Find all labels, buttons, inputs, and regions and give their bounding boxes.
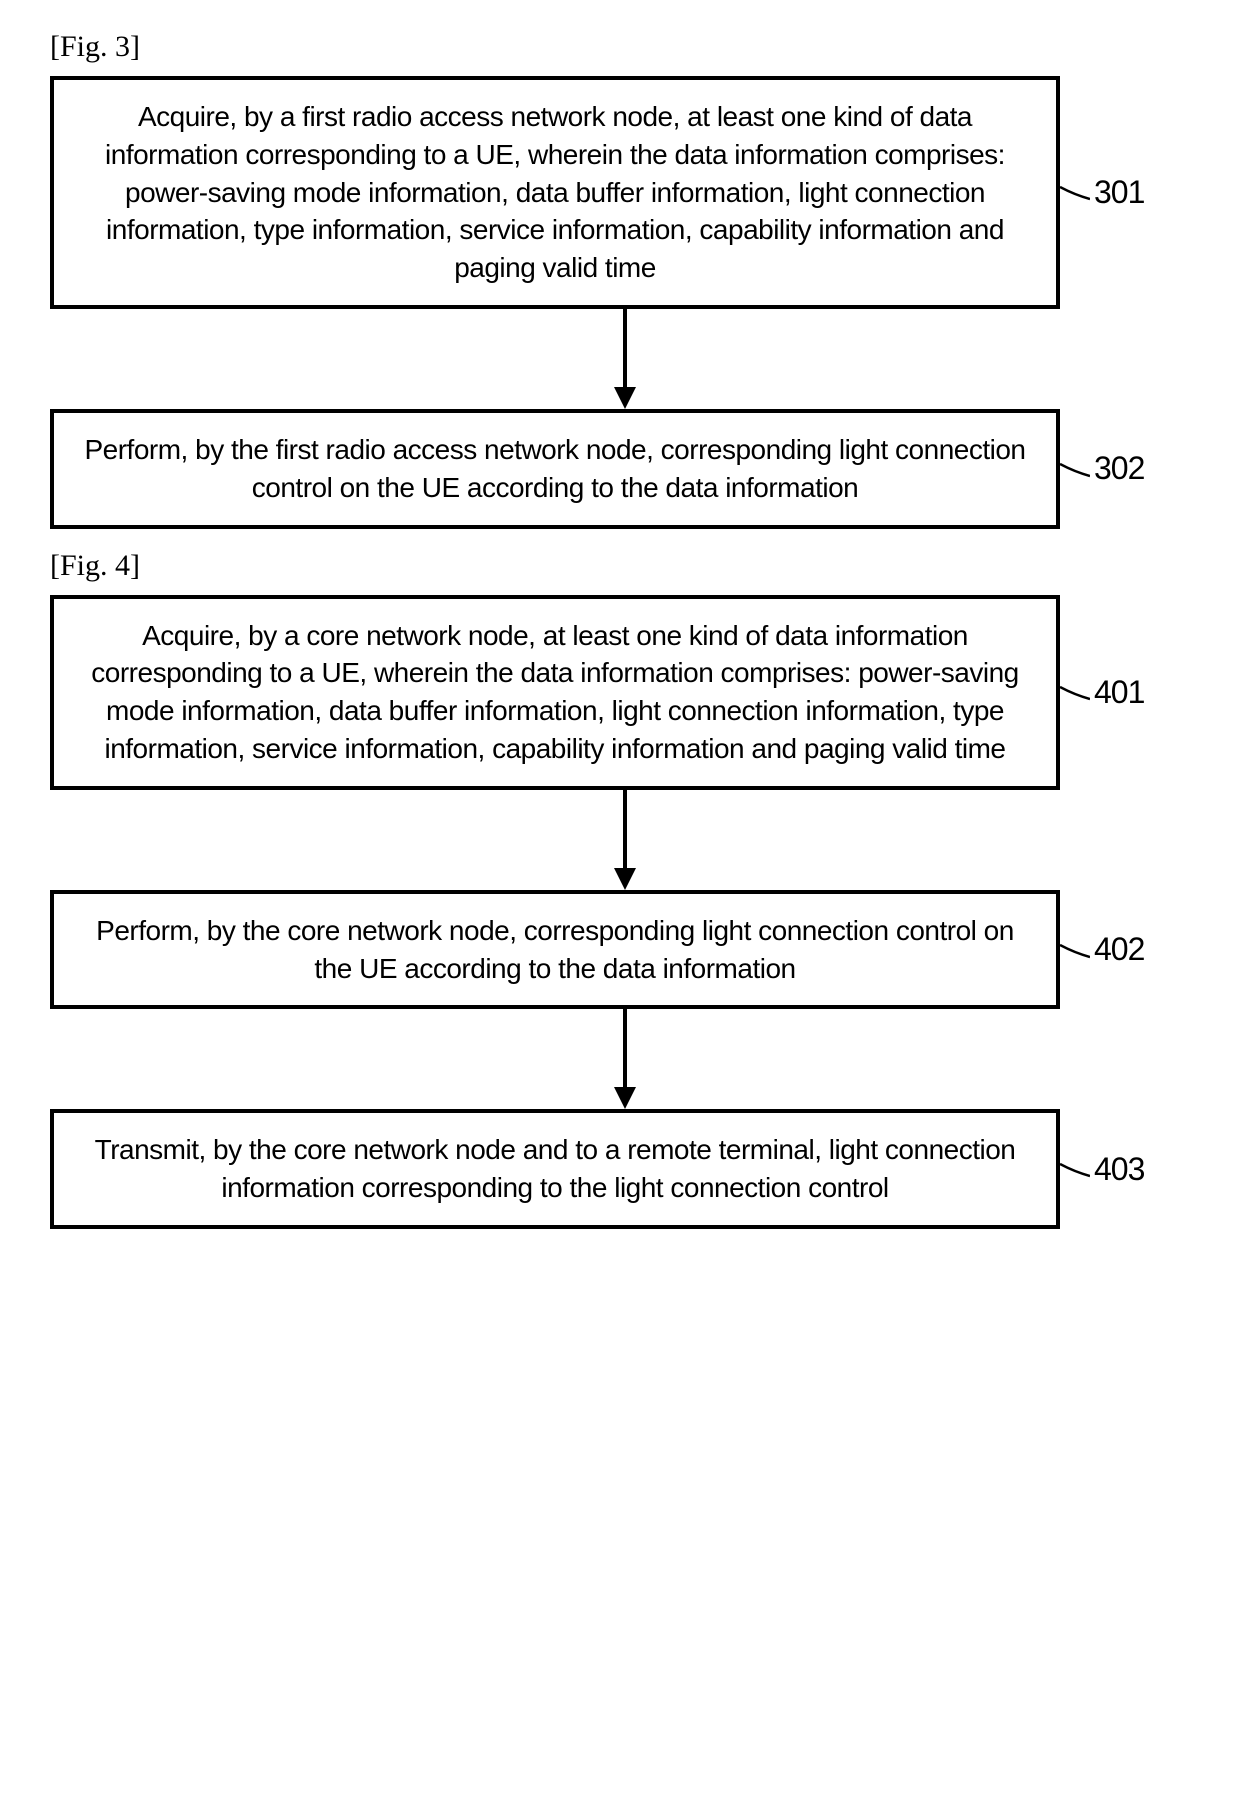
step-label-wrap-402: 402 <box>1060 931 1144 968</box>
step-label-wrap-301: 301 <box>1060 174 1144 211</box>
step-label-wrap-302: 302 <box>1060 450 1144 487</box>
figure-3: [Fig. 3] Acquire, by a first radio acces… <box>40 30 1200 529</box>
figure-4: [Fig. 4] Acquire, by a core network node… <box>40 549 1200 1229</box>
figure-3-label: [Fig. 3] <box>50 30 1200 64</box>
connector-tick-icon <box>1060 177 1090 207</box>
arrow-down-icon <box>605 309 645 409</box>
step-box-403: Transmit, by the core network node and t… <box>50 1109 1060 1229</box>
step-label-402: 402 <box>1094 931 1144 968</box>
step-label-403: 403 <box>1094 1151 1144 1188</box>
step-box-302: Perform, by the first radio access netwo… <box>50 409 1060 529</box>
figure-4-flowchart: Acquire, by a core network node, at leas… <box>40 595 1200 1229</box>
figure-3-flowchart: Acquire, by a first radio access network… <box>40 76 1200 529</box>
arrow-401-402 <box>120 790 1130 890</box>
figure-4-label: [Fig. 4] <box>50 549 1200 583</box>
step-label-wrap-401: 401 <box>1060 674 1144 711</box>
step-label-301: 301 <box>1094 174 1144 211</box>
connector-tick-icon <box>1060 677 1090 707</box>
step-box-301: Acquire, by a first radio access network… <box>50 76 1060 309</box>
connector-tick-icon <box>1060 935 1090 965</box>
arrow-402-403 <box>120 1009 1130 1109</box>
step-box-402: Perform, by the core network node, corre… <box>50 890 1060 1010</box>
step-label-wrap-403: 403 <box>1060 1151 1144 1188</box>
connector-tick-icon <box>1060 454 1090 484</box>
step-label-302: 302 <box>1094 450 1144 487</box>
step-row-401: Acquire, by a core network node, at leas… <box>40 595 1200 790</box>
step-row-403: Transmit, by the core network node and t… <box>40 1109 1200 1229</box>
step-row-402: Perform, by the core network node, corre… <box>40 890 1200 1010</box>
connector-tick-icon <box>1060 1154 1090 1184</box>
step-row-302: Perform, by the first radio access netwo… <box>40 409 1200 529</box>
arrow-down-icon <box>605 790 645 890</box>
arrow-301-302 <box>120 309 1130 409</box>
arrow-down-icon <box>605 1009 645 1109</box>
step-box-401: Acquire, by a core network node, at leas… <box>50 595 1060 790</box>
step-label-401: 401 <box>1094 674 1144 711</box>
step-row-301: Acquire, by a first radio access network… <box>40 76 1200 309</box>
